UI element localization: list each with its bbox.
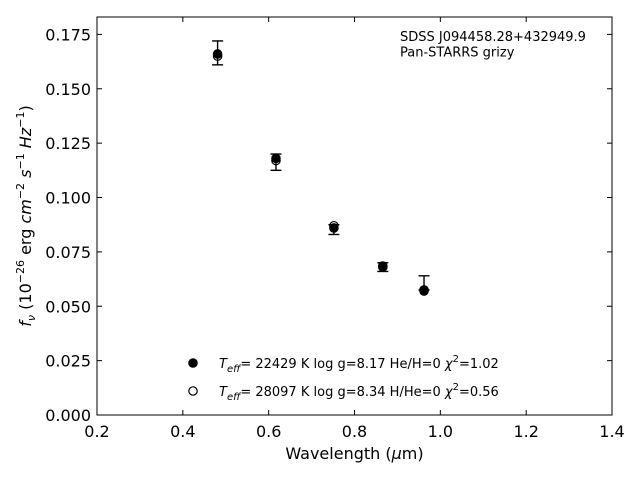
x-tick-label: 1.4 — [599, 422, 624, 441]
annotation-text: Pan-STARRS grizy — [400, 46, 515, 61]
y-tick-label: 0.150 — [45, 80, 91, 99]
x-tick-label: 0.2 — [84, 422, 109, 441]
x-tick-label: 1.0 — [428, 422, 453, 441]
data-point-open — [271, 155, 281, 166]
data-point-open — [329, 220, 339, 231]
y-axis-label: fν (10−26 erg cm−2 s−1 Hz−1) — [14, 105, 38, 326]
y-tick-label: 0.025 — [45, 352, 91, 371]
x-tick-label: 0.6 — [256, 422, 281, 441]
data-point-open — [419, 286, 429, 296]
x-tick-label: 0.8 — [342, 422, 367, 441]
y-tick-label: 0.050 — [45, 297, 91, 316]
y-tick-label: 0.100 — [45, 189, 91, 208]
legend-label: Teff= 28097 K log g=8.34 H/He=0 χ2=0.56 — [219, 382, 499, 403]
y-tick-label: 0.175 — [45, 25, 91, 44]
plot-frame — [96, 16, 613, 416]
legend-marker-open — [188, 386, 198, 396]
legend-label: Teff= 22429 K log g=8.17 He/H=0 χ2=1.02 — [219, 354, 499, 375]
annotation-text: SDSS J094458.28+432949.9 — [400, 30, 586, 45]
x-tick-label: 0.4 — [170, 422, 195, 441]
data-point-open — [378, 261, 388, 271]
legend-marker-filled — [188, 358, 198, 368]
x-axis-label: Wavelength (μm) — [285, 444, 423, 463]
y-tick-label: 0.075 — [45, 243, 91, 262]
y-tick-label: 0.000 — [45, 406, 91, 425]
x-tick-label: 1.2 — [513, 422, 538, 441]
data-point-open — [212, 51, 223, 61]
y-tick-label: 0.125 — [45, 134, 91, 153]
